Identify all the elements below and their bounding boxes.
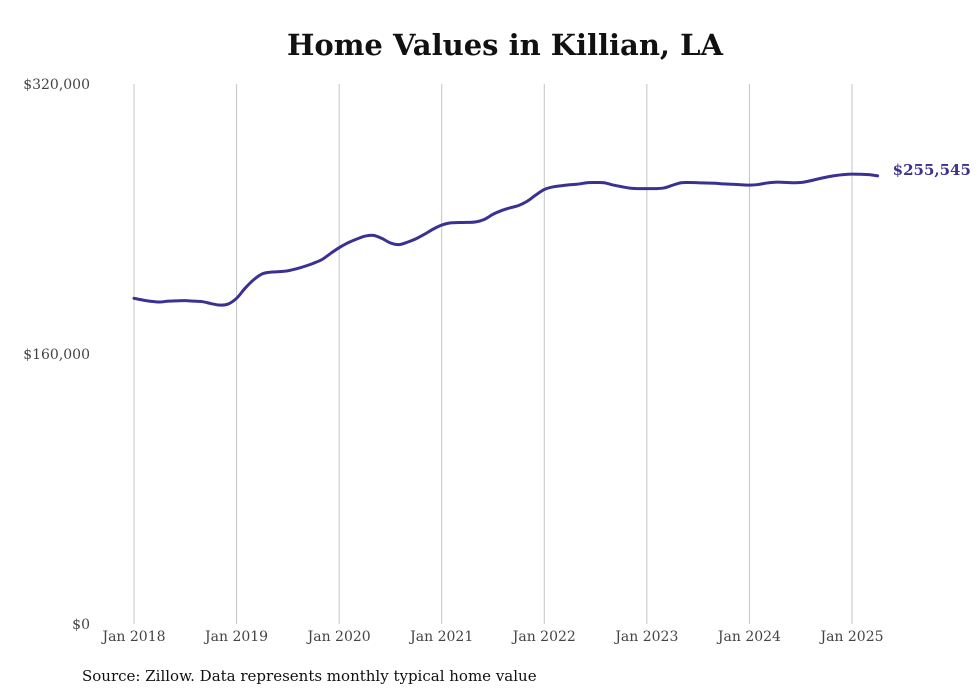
x-tick-label: Jan 2021 bbox=[408, 629, 473, 645]
x-tick-label: Jan 2024 bbox=[716, 629, 781, 645]
y-axis-tick-labels: $0 $160,000 $320,000 bbox=[23, 77, 90, 633]
home-value-line bbox=[132, 172, 880, 307]
y-tick-label: $320,000 bbox=[23, 77, 90, 93]
x-axis-tick-labels: Jan 2018 Jan 2019 Jan 2020 Jan 2021 Jan 2022… bbox=[100, 629, 883, 645]
x-tick-label: Jan 2025 bbox=[818, 629, 883, 645]
x-tick-label: Jan 2020 bbox=[306, 629, 371, 645]
gridlines bbox=[133, 84, 853, 624]
end-value-label: $255,545 bbox=[893, 161, 971, 179]
x-tick-label: Jan 2018 bbox=[100, 629, 165, 645]
source-note: Source: Zillow. Data represents monthly … bbox=[82, 667, 537, 685]
y-tick-label: $0 bbox=[72, 617, 90, 633]
y-tick-label: $160,000 bbox=[23, 347, 90, 363]
x-tick-label: Jan 2019 bbox=[203, 629, 268, 645]
chart-title: Home Values in Killian, LA bbox=[286, 28, 723, 62]
x-tick-label: Jan 2022 bbox=[511, 629, 576, 645]
x-tick-label: Jan 2023 bbox=[613, 629, 678, 645]
